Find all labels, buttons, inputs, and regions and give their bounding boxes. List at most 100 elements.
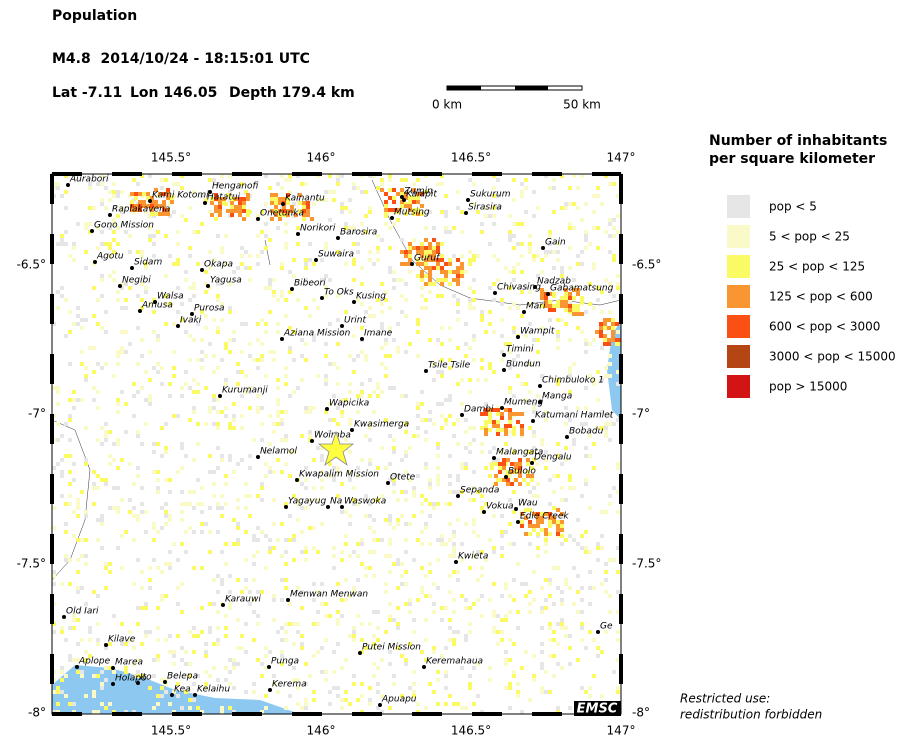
pop-cell <box>164 322 168 326</box>
pop-cell <box>212 494 216 498</box>
place-dot <box>136 681 140 685</box>
pop-cell <box>280 418 284 422</box>
pop-cell <box>500 302 504 306</box>
pop-cell <box>572 438 576 442</box>
pop-cell <box>548 638 552 642</box>
pop-cell <box>162 192 166 196</box>
pop-cell <box>148 174 152 178</box>
pop-cell <box>224 262 228 266</box>
pop-cell <box>340 598 344 602</box>
pop-cell <box>448 270 452 274</box>
pop-cell <box>100 518 104 522</box>
pop-cell <box>508 682 512 686</box>
pop-cell <box>384 338 388 342</box>
pop-cell <box>220 458 224 462</box>
pop-cell <box>152 658 156 662</box>
pop-cell <box>224 626 228 630</box>
pop-cell <box>432 266 436 270</box>
pop-cell <box>228 174 232 178</box>
pop-cell <box>416 250 420 254</box>
pop-cell <box>244 494 248 498</box>
pop-cell <box>524 362 528 366</box>
pop-cell <box>220 710 224 714</box>
pop-cell <box>514 466 518 470</box>
pop-cell <box>492 214 496 218</box>
pop-cell <box>592 378 596 382</box>
pop-cell <box>544 606 548 610</box>
pop-cell <box>368 206 372 210</box>
pop-cell <box>244 558 248 562</box>
pop-cell <box>452 598 456 602</box>
place-label: Bobadu <box>569 427 604 437</box>
pop-cell <box>396 558 400 562</box>
pop-cell <box>144 262 148 266</box>
pop-cell <box>56 290 60 294</box>
pop-cell <box>416 354 420 358</box>
pop-cell <box>248 342 252 346</box>
pop-cell <box>160 506 164 510</box>
pop-cell <box>244 622 248 626</box>
pop-cell <box>188 386 192 390</box>
pop-cell <box>568 370 572 374</box>
pop-cell <box>540 686 544 690</box>
pop-cell <box>436 294 440 298</box>
pop-cell <box>635 330 639 334</box>
pop-cell <box>412 246 416 250</box>
pop-cell <box>288 394 292 398</box>
place-dot <box>296 232 300 236</box>
pop-cell <box>96 594 100 598</box>
pop-cell <box>352 638 356 642</box>
pop-cell <box>364 566 368 570</box>
pop-cell <box>552 506 556 510</box>
pop-cell <box>484 420 488 424</box>
pop-cell <box>164 274 168 278</box>
pop-cell <box>240 246 244 250</box>
pop-cell <box>196 230 200 234</box>
pop-cell <box>436 182 440 186</box>
pop-cell <box>520 432 524 436</box>
pop-cell <box>264 246 268 250</box>
pop-cell <box>412 434 416 438</box>
pop-cell <box>204 354 208 358</box>
pop-cell <box>388 330 392 334</box>
pop-cell <box>476 490 480 494</box>
pop-cell <box>548 234 552 238</box>
pop-cell <box>556 642 560 646</box>
pop-cell <box>584 690 588 694</box>
pop-cell <box>408 642 412 646</box>
pop-cell <box>230 209 234 213</box>
pop-cell <box>540 690 544 694</box>
pop-cell <box>452 546 456 550</box>
pop-cell <box>242 205 246 209</box>
pop-cell <box>376 610 380 614</box>
pop-cell <box>368 438 372 442</box>
pop-cell <box>256 658 260 662</box>
pop-cell <box>392 446 396 450</box>
pop-cell <box>216 574 220 578</box>
pop-cell <box>308 438 312 442</box>
pop-cell <box>128 638 132 642</box>
pop-cell <box>196 478 200 482</box>
pop-cell <box>196 634 200 638</box>
pop-cell <box>116 354 120 358</box>
pop-cell <box>412 238 416 242</box>
pop-cell <box>232 470 236 474</box>
pop-cell <box>304 182 308 186</box>
legend-label: pop > 15000 <box>769 380 847 394</box>
pop-cell <box>498 470 502 474</box>
pop-cell <box>588 550 592 554</box>
pop-cell <box>244 250 248 254</box>
pop-cell <box>344 598 348 602</box>
pop-cell <box>344 226 348 230</box>
pop-cell <box>556 300 560 304</box>
pop-cell <box>150 204 154 208</box>
pop-cell <box>472 254 476 258</box>
pop-cell <box>544 410 548 414</box>
pop-cell <box>154 188 158 192</box>
pop-cell <box>272 674 276 678</box>
pop-cell <box>456 442 460 446</box>
pop-cell <box>468 674 472 678</box>
pop-cell <box>436 586 440 590</box>
place-label: Sukurum <box>470 190 511 200</box>
place-dot <box>284 505 288 509</box>
